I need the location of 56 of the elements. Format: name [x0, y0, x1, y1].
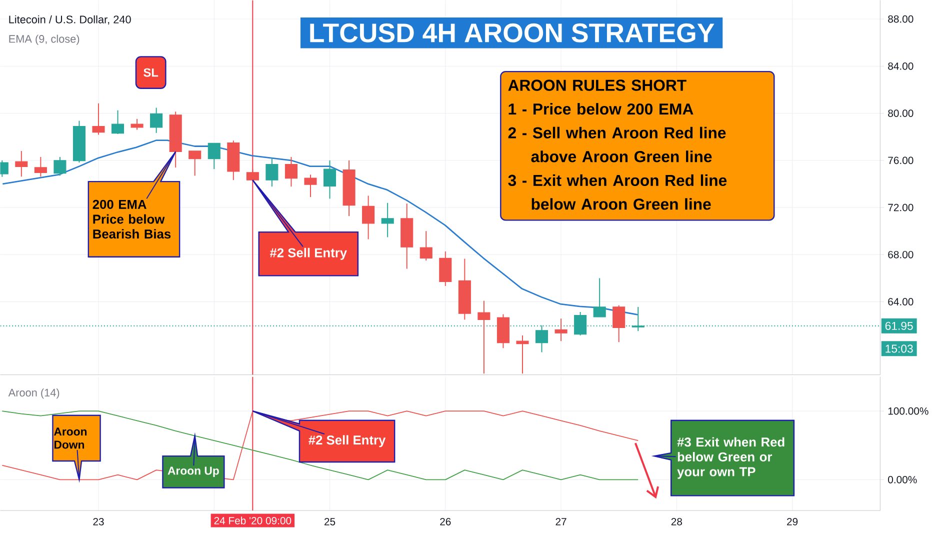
y-tick-label: 84.00: [888, 62, 914, 70]
candlestick: [593, 278, 606, 318]
candlestick: [54, 156, 66, 176]
annotation: SL: [144, 68, 158, 77]
annotation: Aroon Down: [54, 428, 87, 449]
y-tick-label: 80.00: [888, 109, 914, 117]
candlestick: [15, 150, 28, 178]
candlestick: [632, 306, 644, 332]
x-tick-label: 23: [93, 518, 104, 526]
ref-line-label: 24 Feb '20 09:00: [214, 516, 292, 524]
candlestick: [130, 118, 144, 130]
annotation: #2 Sell Entry: [270, 248, 347, 260]
text: LTCUSD 4H AROON STRATEGY: [310, 23, 714, 42]
x-tick-label: 27: [556, 518, 566, 526]
y-tick-label: 100.00%: [888, 407, 928, 415]
text: Aroon (14): [8, 388, 60, 399]
candlestick: [439, 250, 452, 286]
annotation: 200 EMA Price below Bearish Bias: [92, 200, 171, 238]
y-tick-label: 64.00: [888, 298, 914, 306]
candlestick: [34, 156, 47, 178]
candlestick: [284, 156, 298, 187]
x-tick-label: 26: [440, 518, 451, 526]
annotation: EMA (9, close): [9, 34, 80, 45]
candlestick: [516, 334, 529, 374]
candlestick: [612, 304, 626, 343]
x-tick-label: 28: [671, 518, 682, 526]
ref-line-label: 61.95: [885, 322, 913, 330]
y-tick-label: 88.00: [888, 15, 914, 23]
annotation: 2 - Sell when Aroon Red line above Aroon Green line: [508, 126, 726, 162]
annotation: AROON RULES SHORT: [508, 80, 686, 91]
text: 15:03: [886, 344, 913, 353]
candlestick: [362, 195, 375, 240]
candlestick: [323, 160, 336, 200]
candlestick: [381, 202, 394, 238]
y-tick-label: 76.00: [888, 156, 914, 164]
candlestick: [92, 102, 105, 136]
x-tick-label: 29: [787, 518, 798, 526]
candlestick: [188, 150, 202, 176]
candlestick: [266, 157, 278, 187]
candlestick: [304, 174, 317, 198]
y-tick-label: 72.00: [888, 204, 914, 212]
y-tick-label: 0.00%: [888, 476, 917, 484]
candlestick: [420, 230, 432, 261]
x-tick-label: 25: [324, 518, 336, 526]
y-tick-label: 68.00: [888, 250, 914, 258]
annotation: #2 Sell Entry: [308, 435, 386, 448]
text: Litecoin / U.S. Dollar, 240: [9, 15, 131, 25]
annotation: 1 - Price below 200 EMA: [508, 102, 694, 115]
candlestick: [150, 107, 163, 134]
annotation: Aroon Up: [168, 466, 219, 477]
candlestick: [554, 318, 568, 342]
candlestick: [478, 300, 490, 374]
annotation: 3 - Exit when Aroon Red line below Aroon Green line: [508, 174, 727, 210]
candlestick: [112, 110, 124, 134]
annotation: #3 Exit when Red below Green or your own TP: [677, 437, 784, 479]
candlestick: [208, 142, 220, 170]
